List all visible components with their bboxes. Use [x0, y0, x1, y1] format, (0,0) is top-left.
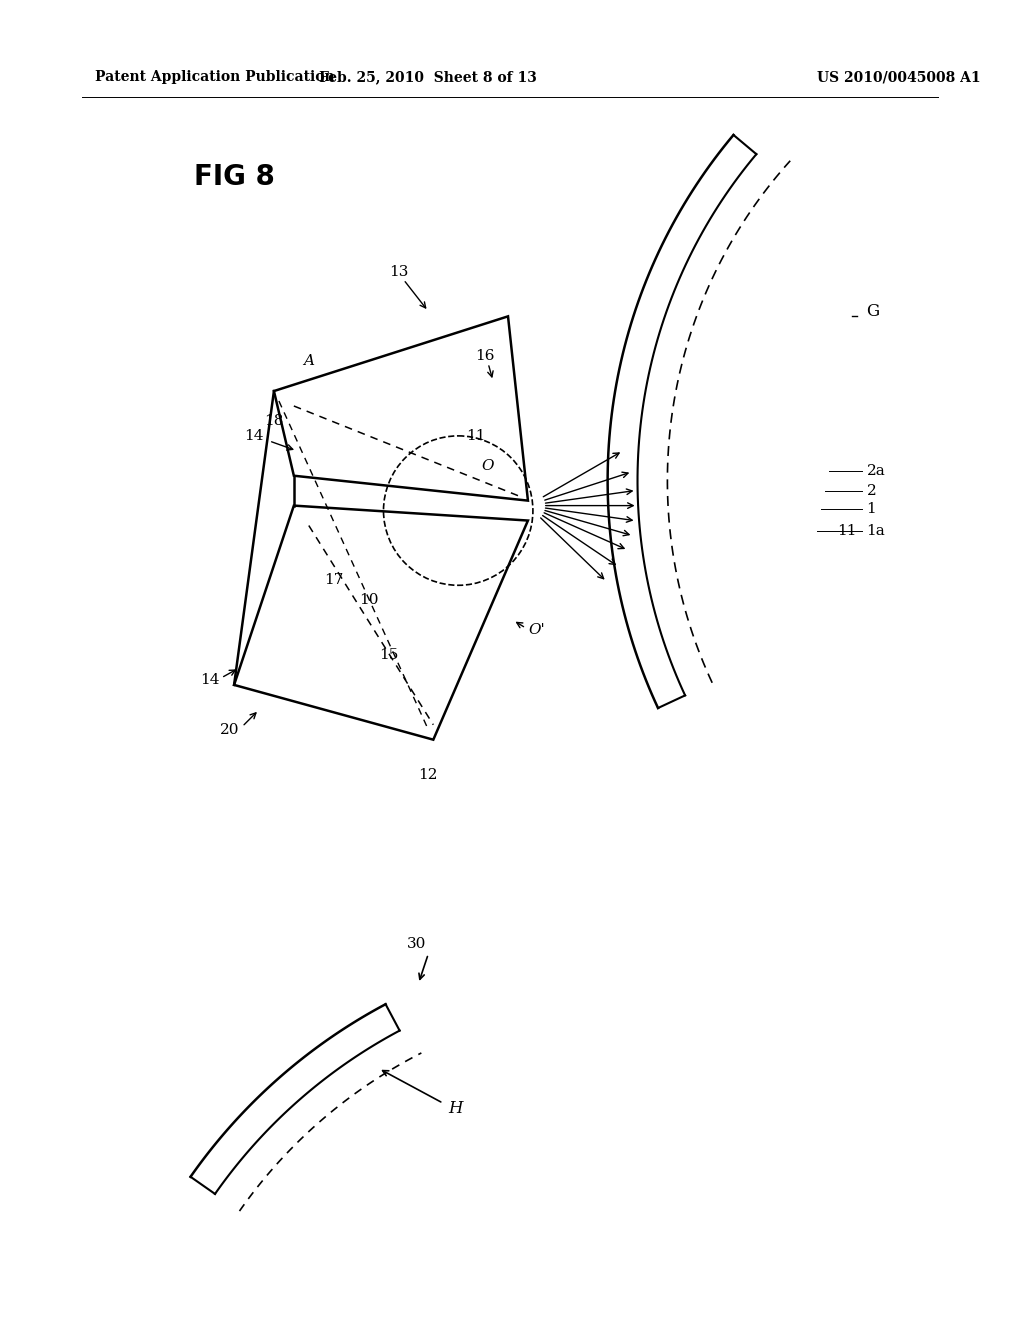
Text: 1: 1 [866, 502, 877, 516]
Text: 30: 30 [407, 937, 426, 950]
Text: 12: 12 [419, 767, 438, 781]
Text: 10: 10 [358, 593, 378, 607]
Text: 18: 18 [264, 414, 284, 428]
Text: A: A [303, 354, 314, 368]
Text: O': O' [528, 623, 545, 638]
Text: 13: 13 [389, 264, 409, 279]
Text: Patent Application Publication: Patent Application Publication [94, 70, 334, 84]
Text: Feb. 25, 2010  Sheet 8 of 13: Feb. 25, 2010 Sheet 8 of 13 [319, 70, 538, 84]
Text: 11: 11 [837, 524, 856, 537]
Text: 17: 17 [324, 573, 343, 587]
Text: US 2010/0045008 A1: US 2010/0045008 A1 [817, 70, 980, 84]
Text: FIG 8: FIG 8 [195, 162, 275, 191]
Text: 11: 11 [466, 429, 486, 444]
Text: G: G [866, 302, 880, 319]
Text: 14: 14 [245, 429, 264, 444]
Text: 16: 16 [475, 350, 495, 363]
Text: 2: 2 [866, 483, 877, 498]
Text: 14: 14 [200, 673, 219, 686]
Text: 15: 15 [379, 648, 398, 663]
Text: H: H [449, 1100, 463, 1117]
Text: 2a: 2a [866, 463, 886, 478]
Text: 20: 20 [219, 723, 239, 737]
Text: O: O [482, 459, 495, 473]
Text: 1a: 1a [866, 524, 886, 537]
